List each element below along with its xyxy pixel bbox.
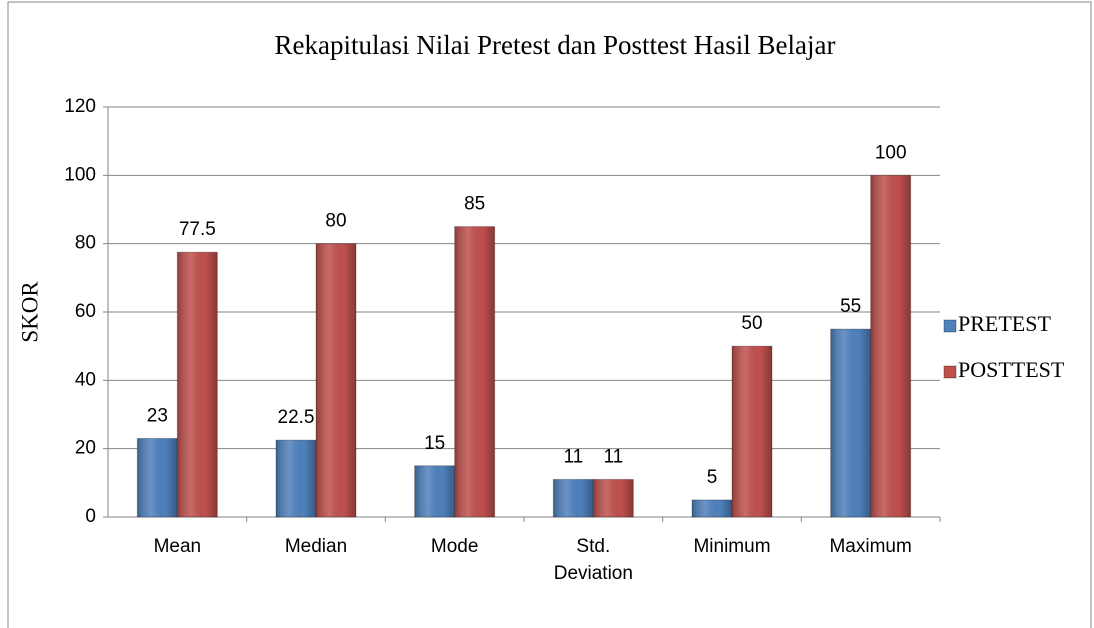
y-tick-label: 0 (85, 506, 96, 527)
bar-shade (176, 251, 218, 518)
x-tick-label: Maximum (829, 536, 911, 557)
bar-shade (592, 478, 634, 518)
chart-border (7, 1, 1092, 628)
x-tick-label: Std. Deviation (554, 536, 633, 584)
data-label: 50 (741, 313, 762, 334)
bar-shade (552, 478, 594, 518)
data-label: 23 (147, 405, 168, 426)
data-label: 100 (875, 142, 907, 163)
x-tick-label: Mode (431, 536, 479, 557)
y-tick-label: 20 (75, 438, 96, 459)
data-label: 5 (707, 467, 718, 488)
y-tick-label: 60 (75, 301, 96, 322)
bar-shade (830, 328, 872, 518)
data-label: 22.5 (278, 407, 315, 428)
legend-swatch (943, 365, 957, 379)
x-tick-label: Median (285, 536, 347, 557)
bar-shade (136, 437, 178, 518)
data-label: 55 (840, 296, 861, 317)
bar-shade (414, 465, 456, 518)
bar-shade (870, 174, 912, 518)
x-tick-label: Mean (154, 536, 202, 557)
data-label: 15 (424, 433, 445, 454)
data-label: 11 (603, 446, 623, 467)
bar-shade (454, 226, 496, 518)
bar-shade (691, 499, 733, 518)
y-axis-title: SKOR (17, 281, 42, 343)
legend-label: POSTTEST (958, 357, 1065, 382)
legend-label: PRETEST (958, 311, 1051, 336)
x-tick-label: Minimum (693, 536, 770, 557)
legend-swatch (943, 319, 957, 333)
bar-shade (275, 439, 317, 518)
chart-title: Rekapitulasi Nilai Pretest dan Posttest … (275, 30, 836, 60)
y-tick-label: 100 (64, 164, 96, 185)
bar-shade (731, 345, 773, 518)
data-label: 85 (464, 194, 485, 215)
data-label: 77.5 (179, 219, 216, 240)
bar-shade (315, 243, 357, 518)
data-label: 11 (563, 446, 583, 467)
y-tick-label: 80 (75, 233, 96, 254)
y-tick-label: 40 (75, 369, 96, 390)
y-tick-label: 120 (64, 96, 96, 117)
data-label: 80 (325, 211, 346, 232)
